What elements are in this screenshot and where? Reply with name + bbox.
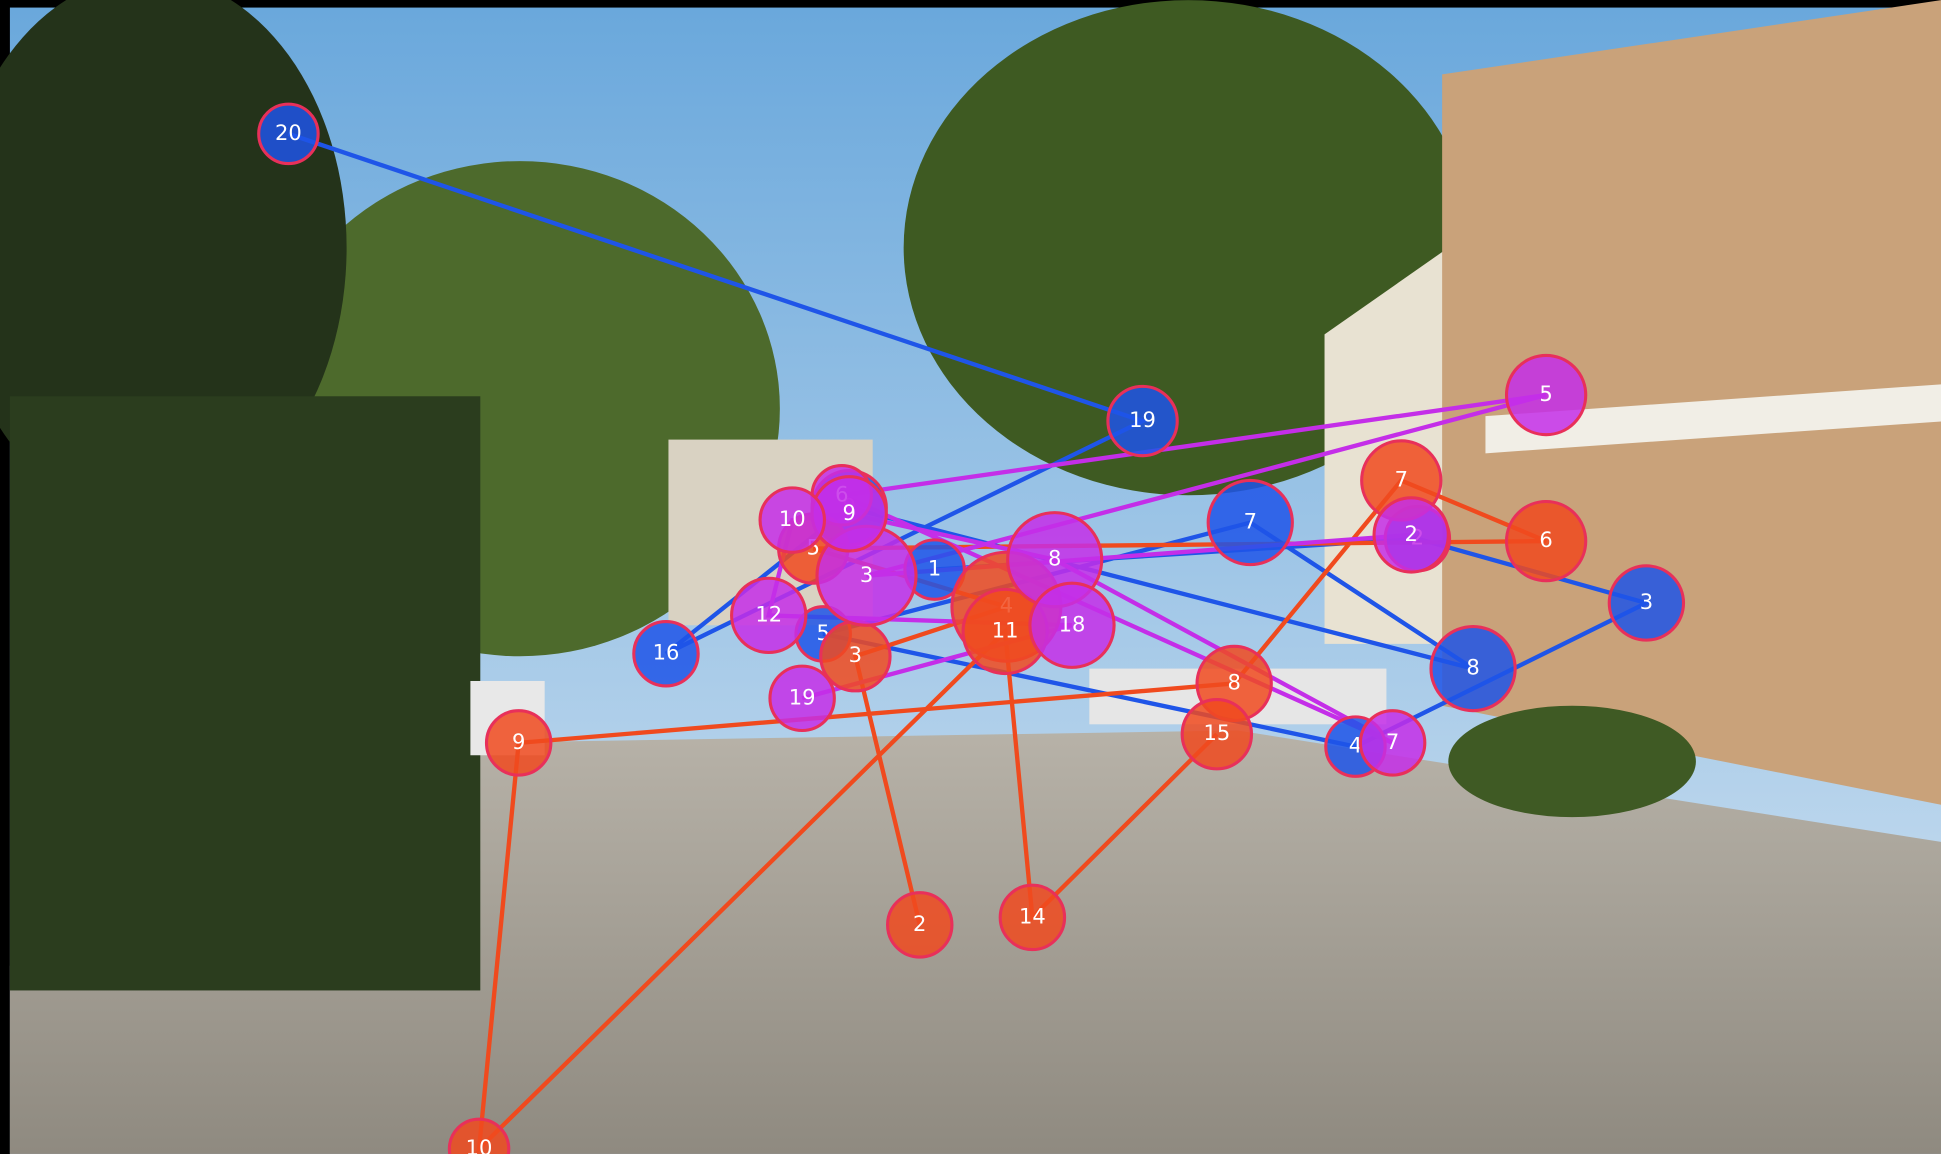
fixation: 16 xyxy=(634,622,698,686)
fixation-label: 3 xyxy=(1640,589,1653,614)
fixation-label: 6 xyxy=(1539,527,1552,552)
fixation-label: 9 xyxy=(512,729,525,754)
fixation-label: 3 xyxy=(860,562,873,587)
fixation-label: 1 xyxy=(928,556,941,581)
fixation-label: 2 xyxy=(913,911,926,936)
fixation-label: 18 xyxy=(1059,611,1086,636)
fixation: 19 xyxy=(1108,386,1177,455)
fixation: 19 xyxy=(770,666,834,730)
fixation: 14 xyxy=(1000,885,1064,949)
fixation-label: 19 xyxy=(1129,407,1156,432)
fixation: 2 xyxy=(888,893,952,957)
fixation-label: 10 xyxy=(466,1135,493,1154)
fixation-label: 3 xyxy=(849,642,862,667)
fixation: 7 xyxy=(1360,711,1424,775)
fixation-label: 15 xyxy=(1203,720,1230,745)
fixation: 6 xyxy=(1507,501,1586,580)
fixation-label: 12 xyxy=(755,601,782,626)
fixation: 5 xyxy=(1507,355,1586,434)
fixation: 2 xyxy=(1374,498,1448,572)
fixation-label: 8 xyxy=(1048,546,1061,571)
fixation-label: 7 xyxy=(1386,729,1399,754)
fixation-label: 16 xyxy=(653,640,680,665)
fixation: 15 xyxy=(1182,700,1251,769)
fixation-label: 2 xyxy=(1404,521,1417,546)
fixation: 18 xyxy=(1030,583,1114,667)
fixation: 8 xyxy=(1431,627,1515,711)
fixation-label: 14 xyxy=(1019,903,1046,928)
fixation-label: 11 xyxy=(992,617,1019,642)
fixation: 12 xyxy=(732,578,806,652)
fixation: 9 xyxy=(486,711,550,775)
scanpath-view: 1234578916192023456789101114152356789101… xyxy=(0,0,1941,1154)
fixation-label: 8 xyxy=(1227,669,1240,694)
fixation-label: 5 xyxy=(1539,381,1552,406)
fixation-label: 19 xyxy=(789,684,816,709)
fixation-label: 10 xyxy=(779,506,806,531)
fixation-label: 9 xyxy=(842,500,855,525)
fixation-label: 7 xyxy=(1395,466,1408,491)
fixation: 7 xyxy=(1208,480,1292,564)
fixation: 20 xyxy=(259,104,318,163)
fixation: 3 xyxy=(1609,566,1683,640)
fixation-label: 20 xyxy=(275,120,302,145)
fixation-label: 7 xyxy=(1244,509,1257,534)
fixation: 10 xyxy=(760,488,824,552)
fixation: 3 xyxy=(821,622,890,691)
fixation-label: 8 xyxy=(1466,655,1479,680)
